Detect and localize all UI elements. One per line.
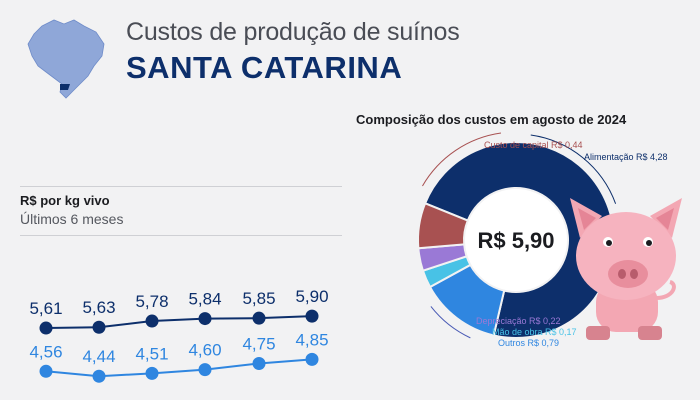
series-1-point: [198, 312, 212, 326]
donut-slice: [423, 141, 615, 339]
period-label: Últimos 6 meses: [20, 211, 124, 227]
label-leader-arc: [430, 306, 471, 339]
divider: [20, 235, 342, 236]
trend-line-chart: 5,61 5,63 5,78 5,84 5,85 5,90 4,56 4,44 4,51 4,60…: [29, 287, 329, 383]
series-2-line: [45, 358, 313, 378]
label-leader-arc: [530, 134, 617, 204]
series-2-point: [92, 369, 106, 383]
series-2-data-label: 4,60: [188, 341, 221, 360]
series-1-point: [145, 314, 159, 328]
series-2-point: [145, 366, 159, 380]
series-1-data-label: 5,85: [242, 289, 275, 308]
donut-slice-label: Outros R$ 0,79: [498, 338, 559, 348]
series-2-data-label: 4,56: [29, 342, 62, 361]
series-1-data-label: 5,63: [82, 298, 115, 317]
series-1-line: [45, 315, 313, 330]
series-1-point: [252, 311, 266, 325]
divider: [20, 186, 342, 187]
series-2-data-label: 4,85: [295, 330, 328, 349]
donut-slice-label: Mão de obra R$ 0,17: [492, 327, 577, 337]
donut-slice-label: Depreciação R$ 0,22: [476, 316, 561, 326]
series-2-data-label: 4,44: [82, 347, 115, 366]
donut-slice: [417, 201, 470, 250]
series-1-data-label: 5,84: [188, 290, 221, 309]
donut-slice-label: Alimentação R$ 4,28: [584, 152, 668, 162]
series-1-data-label: 5,90: [295, 287, 328, 306]
series-1-point: [305, 309, 319, 323]
series-2-point: [305, 352, 319, 366]
label-leader-arc: [422, 132, 502, 187]
page-title: SANTA CATARINA: [126, 50, 403, 85]
series-2-point: [39, 364, 53, 378]
series-1-point: [92, 320, 106, 334]
donut-total-label: R$ 5,90: [477, 228, 554, 253]
series-2-data-label: 4,51: [135, 344, 168, 363]
brazil-map-icon: [27, 19, 105, 99]
series-1-data-label: 5,78: [135, 292, 168, 311]
series-2-point: [198, 363, 212, 377]
series-2-point: [252, 356, 266, 370]
series-1-point: [39, 321, 53, 335]
donut-slice-label: Custo de capital R$ 0,44: [484, 140, 583, 150]
unit-label: R$ por kg vivo: [20, 193, 110, 208]
donut-title: Composição dos custos em agosto de 2024: [356, 112, 627, 127]
pig-icon: [570, 198, 682, 340]
trend-header: R$ por kg vivo Últimos 6 meses: [20, 186, 342, 236]
series-1-data-label: 5,61: [29, 299, 62, 318]
series-2-data-label: 4,75: [242, 334, 275, 353]
page-subtitle: Custos de produção de suínos: [126, 18, 460, 46]
